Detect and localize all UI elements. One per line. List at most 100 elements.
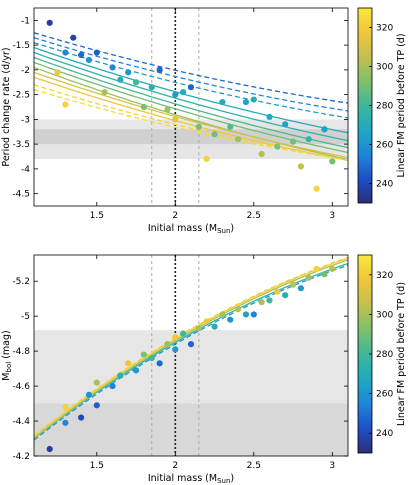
data-point	[289, 138, 297, 145]
colorbar-tick-label: 260	[376, 141, 393, 151]
y-tick-label: -5	[21, 312, 30, 322]
data-point	[305, 274, 312, 281]
colorbar-tick-label: 240	[376, 429, 393, 439]
data-point	[148, 355, 155, 362]
data-point	[125, 360, 132, 367]
colorbar-bottom: 240 260 280 300 320 Linear FM period before …	[357, 254, 407, 454]
data-point	[46, 19, 53, 26]
data-point	[132, 367, 140, 374]
data-point	[195, 325, 202, 332]
x-tick-label: 2	[172, 211, 178, 221]
data-point	[329, 158, 336, 165]
data-point	[321, 271, 328, 278]
data-point	[235, 306, 242, 313]
data-point	[132, 79, 140, 86]
data-point	[148, 84, 155, 91]
plot-frame	[33, 7, 349, 207]
data-point	[329, 265, 336, 273]
y-tick-label: -4.2	[12, 452, 30, 462]
x-tick-label: 2.5	[247, 211, 261, 221]
colorbar-label: Linear FM period before TP (d)	[396, 282, 407, 426]
data-point	[156, 360, 163, 367]
colorbar-top: 240 260 280 300 320 Linear FM period before …	[357, 7, 407, 204]
data-point	[62, 49, 69, 56]
model-curve	[34, 84, 348, 161]
data-point	[85, 56, 93, 64]
data-point	[242, 311, 250, 318]
y-axis-label: Period change rate (d/yr)	[1, 47, 12, 166]
colorbar-tick-label: 300	[376, 63, 393, 73]
data-point	[180, 89, 187, 96]
data-point	[219, 98, 226, 106]
data-point	[282, 121, 289, 128]
data-point	[258, 299, 265, 306]
data-point	[78, 414, 85, 421]
colorbar-tick-label: 320	[376, 24, 393, 34]
colorbar-tick-label: 240	[376, 180, 393, 190]
data-point	[187, 341, 195, 348]
data-point	[85, 391, 93, 398]
data-point	[266, 113, 273, 120]
y-tick-label: -2	[21, 66, 30, 76]
model-curve	[34, 56, 348, 149]
y-tick-label: -4.8	[12, 347, 30, 357]
y-axis-label: Mbol (mag)	[1, 330, 13, 380]
data-point	[258, 150, 265, 158]
model-curve	[34, 257, 348, 437]
data-point	[274, 143, 281, 150]
data-point	[250, 96, 257, 103]
data-point	[242, 98, 250, 106]
x-axis-label: Initial mass (MSun)	[148, 223, 234, 235]
data-point	[125, 69, 132, 76]
y-tick-label: -2.5	[12, 91, 30, 101]
colorbar-tick-label: 280	[376, 102, 393, 112]
data-point	[172, 116, 179, 123]
data-point	[321, 126, 328, 133]
data-point	[250, 311, 257, 318]
x-tick-label: 2	[172, 461, 178, 471]
colorbar-tick-label: 280	[376, 350, 393, 360]
data-point	[211, 323, 218, 330]
data-point	[227, 316, 234, 323]
data-point	[297, 285, 304, 292]
x-tick-label: 2.5	[247, 461, 261, 471]
y-tick-label: -3	[21, 115, 30, 125]
data-point	[109, 382, 116, 390]
colorbar-tick-label: 260	[376, 390, 393, 400]
y-tick-label: -4.5	[12, 190, 30, 200]
data-point	[62, 419, 69, 426]
data-point	[62, 101, 69, 108]
data-point	[187, 84, 195, 91]
data-point	[54, 69, 61, 76]
data-point	[180, 330, 187, 337]
data-point	[274, 288, 281, 295]
data-point	[164, 341, 171, 348]
y-tick-label: -4.4	[12, 417, 30, 427]
data-point	[203, 318, 210, 325]
data-point	[140, 351, 147, 358]
data-point	[156, 66, 163, 73]
y-tick-label: -1	[21, 16, 30, 26]
data-point	[117, 76, 124, 83]
model-curve	[34, 51, 348, 142]
period-change-panel: 1.5 2 2.5 3 -1 -1.5 -2 -2.5 -3 -3.5 -4 -4.5 Initia…	[1, 7, 349, 235]
data-point	[62, 403, 69, 411]
y-tick-label: -4.6	[12, 382, 30, 392]
x-tick-label: 3	[329, 211, 335, 221]
data-point	[211, 131, 218, 138]
data-point	[195, 123, 202, 130]
x-tick-label: 3	[329, 461, 335, 471]
model-curve	[34, 37, 348, 112]
data-point	[235, 136, 242, 143]
data-point	[93, 379, 100, 386]
data-point	[140, 103, 147, 111]
y-tick-label: -1.5	[12, 41, 30, 51]
data-point	[109, 64, 116, 71]
data-point	[266, 297, 273, 304]
y-tick-label: -5.2	[12, 277, 30, 287]
data-point	[164, 106, 171, 113]
plot-frame	[33, 254, 349, 457]
data-point	[289, 281, 297, 288]
model-curve	[34, 66, 348, 161]
data-point	[172, 334, 179, 341]
